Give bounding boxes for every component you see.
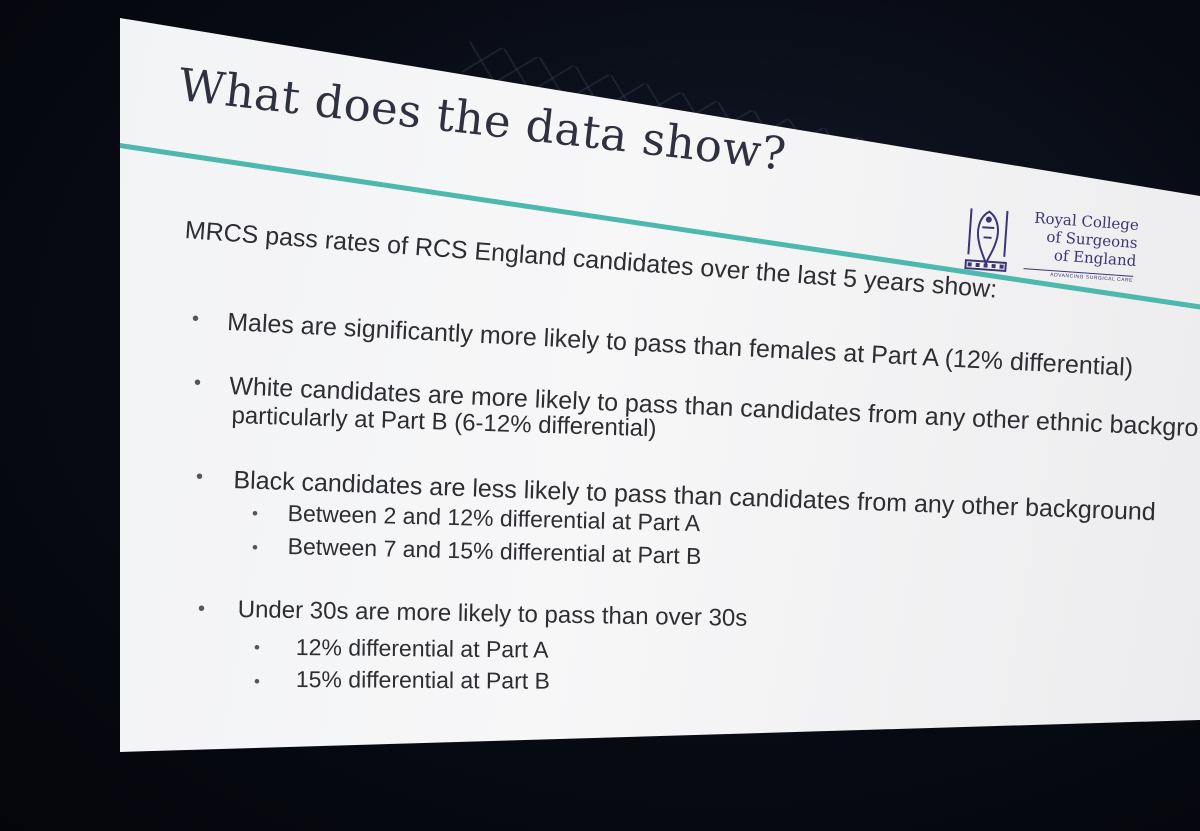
bullet-dot: •: [194, 372, 202, 394]
sub-bullet-dot: •: [252, 538, 258, 557]
bullet-4-text: Under 30s are more likely to pass than o…: [237, 596, 748, 632]
sub-bullet-dot: •: [254, 638, 260, 657]
slide-content: What does the data show?: [120, 18, 1200, 752]
sub-bullet-dot: •: [254, 672, 260, 691]
bullet-4-sub-1: 12% differential at Part A: [295, 634, 549, 663]
crest-icon: [964, 208, 1009, 272]
slide-body: MRCS pass rates of RCS England candidate…: [120, 18, 1200, 752]
bullet-dot: •: [192, 308, 200, 330]
intro-text: MRCS pass rates of RCS England candidate…: [183, 216, 999, 304]
bullet-dot: •: [196, 466, 204, 488]
bullet-3-sub-2: Between 7 and 15% differential at Part B: [287, 533, 702, 570]
bullet-4-sub-2: 15% differential at Part B: [295, 666, 550, 694]
sub-bullet-dot: •: [252, 504, 258, 523]
rcs-england-logo: Royal College of Surgeons of England ADV…: [961, 202, 1146, 292]
bullet-dot: •: [198, 598, 206, 620]
bullet-1-text: Males are significantly more likely to p…: [226, 308, 1134, 382]
